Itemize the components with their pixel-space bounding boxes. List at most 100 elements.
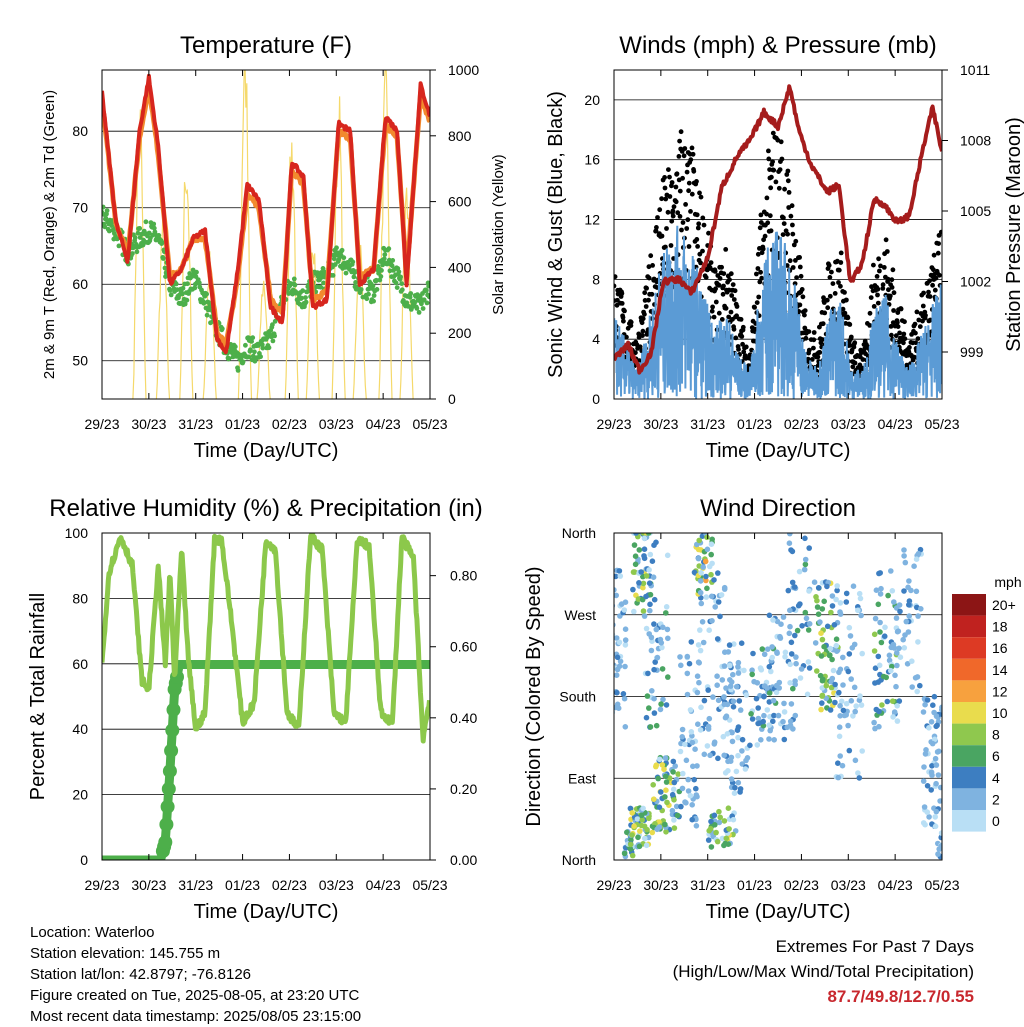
direction-point — [698, 600, 705, 607]
direction-point — [685, 788, 692, 794]
direction-point — [833, 636, 840, 642]
dewpoint-point — [248, 347, 253, 353]
gust-point — [668, 243, 674, 248]
direction-point — [926, 725, 932, 731]
direction-point — [913, 556, 920, 562]
direction-point — [703, 594, 710, 600]
direction-point — [890, 714, 896, 720]
direction-point — [735, 752, 741, 759]
dewpoint-point — [427, 281, 430, 286]
direction-point — [902, 559, 909, 566]
y-axis-label: Percent & Total Rainfall — [27, 593, 49, 801]
direction-point — [780, 614, 787, 620]
dewpoint-point — [374, 287, 380, 292]
gust-point — [844, 297, 849, 303]
direction-point — [845, 668, 852, 675]
x-tick-label: 30/23 — [131, 877, 166, 893]
direction-point — [859, 650, 865, 657]
rainfall-point — [160, 799, 175, 814]
direction-point — [650, 574, 657, 580]
gust-point — [836, 267, 842, 273]
gust-point — [640, 333, 645, 338]
gust-point — [847, 343, 853, 348]
temp-2m-series — [102, 73, 430, 355]
direction-point — [894, 662, 900, 669]
gust-point — [847, 322, 853, 327]
gust-point — [739, 334, 745, 339]
gust-point — [713, 286, 718, 292]
dewpoint-point — [168, 292, 174, 298]
recent-text: Most recent data timestamp: 2025/08/05 2… — [30, 1008, 362, 1025]
direction-point — [664, 799, 670, 806]
direction-point — [878, 639, 885, 646]
direction-point — [845, 722, 851, 729]
gust-point — [723, 305, 729, 311]
solar-series — [202, 251, 217, 399]
gust-point — [691, 168, 697, 174]
direction-point — [647, 551, 654, 558]
x-tick-label: 01/23 — [225, 416, 260, 432]
direction-point — [614, 689, 620, 696]
gust-point — [832, 291, 838, 296]
direction-point — [640, 584, 646, 591]
direction-point — [635, 834, 641, 841]
direction-point — [647, 724, 654, 730]
gust-point — [657, 207, 663, 213]
x-tick-label: 03/23 — [319, 416, 354, 432]
gust-point — [694, 237, 700, 242]
direction-point — [735, 779, 742, 786]
direction-point — [653, 722, 660, 729]
direction-point — [640, 608, 647, 614]
direction-point — [932, 814, 938, 820]
direction-point — [891, 645, 898, 651]
dewpoint-point — [407, 294, 413, 300]
dewpoint-point — [103, 215, 109, 221]
gust-point — [902, 319, 907, 325]
direction-point — [639, 817, 645, 823]
direction-point — [629, 810, 635, 816]
gust-point — [790, 222, 795, 228]
gust-point — [937, 272, 942, 278]
gust-point — [681, 153, 687, 159]
direction-point — [711, 739, 718, 745]
direction-point — [707, 752, 713, 759]
direction-point — [614, 592, 619, 599]
gust-point — [880, 286, 886, 291]
gust-point — [734, 304, 740, 309]
direction-point — [726, 717, 733, 723]
gust-point — [789, 203, 795, 209]
direction-point — [770, 617, 776, 623]
direction-point — [876, 662, 883, 669]
direction-point — [792, 712, 799, 719]
plot-frame — [613, 69, 943, 400]
dewpoint-point — [382, 252, 388, 257]
direction-point — [641, 555, 648, 562]
direction-point — [634, 816, 641, 822]
gust-point — [754, 271, 759, 277]
x-tick-label: 04/23 — [878, 416, 913, 432]
rainfall-point — [166, 702, 181, 717]
gust-point — [780, 232, 786, 238]
gust-point — [709, 308, 715, 314]
direction-point — [894, 703, 900, 709]
direction-point — [643, 714, 650, 721]
direction-point — [694, 673, 701, 679]
dewpoint-point — [182, 301, 188, 307]
direction-point — [708, 818, 714, 825]
direction-point — [749, 716, 756, 722]
direction-point — [735, 659, 742, 666]
dewpoint-point — [167, 288, 173, 293]
gust-point — [913, 340, 919, 346]
direction-point — [773, 689, 780, 696]
gust-point — [820, 337, 825, 342]
direction-point — [708, 571, 714, 578]
direction-point — [651, 796, 657, 802]
plot-frame — [613, 532, 943, 861]
dewpoint-point — [151, 221, 157, 227]
y-tick-label: 20 — [72, 787, 88, 803]
gust-point — [759, 250, 765, 256]
gust-point — [698, 194, 704, 200]
y-tick-label: 80 — [72, 123, 88, 139]
direction-point — [675, 771, 681, 777]
